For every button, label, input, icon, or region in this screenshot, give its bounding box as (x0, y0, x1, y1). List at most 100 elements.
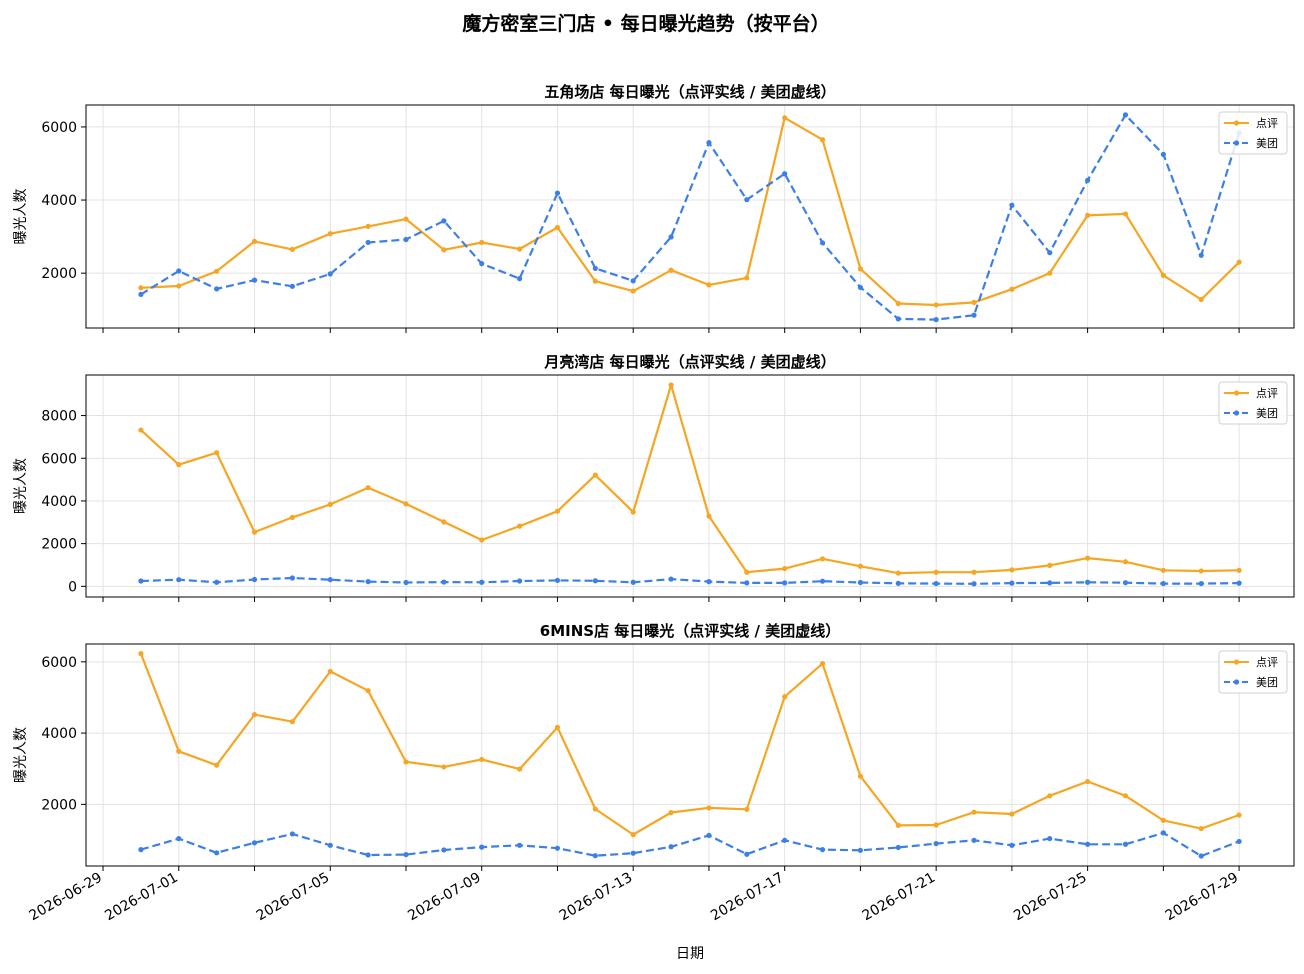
data-point (744, 580, 750, 586)
data-point (403, 501, 409, 507)
data-point (289, 283, 295, 289)
data-point (592, 853, 598, 859)
y-axis-label: 曝光人数 (13, 458, 29, 514)
data-point (819, 137, 826, 143)
data-point (1236, 567, 1242, 573)
data-point (403, 236, 409, 243)
x-tick-label: 2026-07-17 (708, 870, 786, 925)
data-point (1047, 562, 1053, 569)
plot-frame (85, 374, 1295, 598)
data-point (289, 831, 295, 837)
data-point (971, 837, 977, 843)
panel-1: 2000 4000 6000 五角场店 每日曝光（点评实线 / 美团虚线） 曝光人数 点评… (13, 83, 1295, 333)
data-point (1122, 211, 1129, 217)
data-point (895, 570, 901, 576)
data-point (1009, 202, 1015, 208)
data-point (933, 569, 939, 575)
data-point (782, 171, 788, 177)
data-point (1236, 580, 1242, 586)
data-point (819, 660, 826, 667)
data-point (592, 265, 598, 272)
data-point (516, 246, 523, 252)
legend-label: 点评 (1256, 387, 1278, 400)
data-point (327, 842, 333, 848)
y-tick-label: 0 (68, 579, 77, 595)
series-line-dianping (140, 116, 1240, 307)
data-point (251, 576, 258, 583)
data-point (782, 115, 788, 121)
data-point (971, 312, 977, 318)
data-point (479, 239, 485, 246)
data-point (706, 140, 712, 146)
data-point (1160, 817, 1166, 823)
data-point (365, 223, 371, 229)
data-point (592, 578, 598, 584)
data-point (289, 719, 295, 725)
data-point (554, 190, 561, 196)
data-point (176, 268, 182, 274)
data-point (214, 762, 220, 768)
data-point (403, 851, 409, 858)
x-tick-label: 2026-07-25 (1011, 870, 1089, 925)
data-point (706, 282, 712, 288)
data-point (479, 844, 485, 850)
y-tick-label: 4000 (41, 193, 77, 209)
data-point (782, 837, 788, 843)
y-tick-label: 4000 (41, 726, 77, 742)
data-point (1085, 555, 1091, 561)
data-point (251, 840, 258, 846)
data-point (138, 578, 144, 584)
data-point (1122, 559, 1129, 565)
data-point (744, 569, 750, 575)
data-point (630, 288, 636, 294)
data-point (668, 844, 674, 850)
data-point (365, 579, 371, 585)
data-point (668, 234, 674, 240)
data-point (479, 579, 485, 585)
panel-title: 6MINS店 每日曝光（点评实线 / 美团虚线） (540, 622, 840, 640)
data-point (1160, 272, 1166, 278)
data-point (895, 822, 901, 828)
data-point (1236, 838, 1242, 845)
data-point (1085, 778, 1091, 785)
data-point (1160, 151, 1166, 157)
data-point (857, 284, 864, 291)
data-point (744, 197, 750, 203)
data-point (819, 240, 826, 246)
data-point (1047, 793, 1053, 799)
data-point (554, 577, 561, 583)
data-point (933, 822, 939, 828)
data-point (327, 501, 333, 507)
panel-2: 0 2000 4000 6000 8000 月亮湾店 每日曝光（点评实线 / 美团虚线） 曝… (13, 353, 1295, 602)
data-point (214, 286, 220, 292)
data-point (857, 563, 864, 569)
data-point (138, 427, 144, 433)
data-point (441, 847, 447, 853)
series-line-meituan (140, 831, 1240, 858)
data-point (1009, 580, 1015, 586)
y-axis-label: 曝光人数 (13, 189, 29, 245)
figure-title: 魔方密室三门店 • 每日曝光趋势（按平台） (462, 12, 829, 35)
data-point (516, 578, 523, 584)
data-point (895, 580, 901, 586)
legend-marker (1233, 120, 1240, 126)
data-point (1198, 825, 1204, 832)
data-point (744, 851, 750, 857)
data-point (403, 759, 409, 765)
data-point (668, 267, 674, 273)
data-point (441, 519, 447, 525)
series-line-meituan (140, 113, 1241, 321)
data-point (592, 472, 598, 478)
data-point (516, 276, 523, 282)
data-point (630, 278, 636, 284)
data-point (554, 845, 561, 851)
data-point (176, 283, 182, 289)
data-point (895, 844, 901, 851)
data-point (971, 299, 977, 306)
data-point (744, 806, 750, 812)
y-tick-label: 8000 (41, 409, 77, 425)
data-point (214, 450, 220, 456)
data-point (933, 316, 939, 323)
